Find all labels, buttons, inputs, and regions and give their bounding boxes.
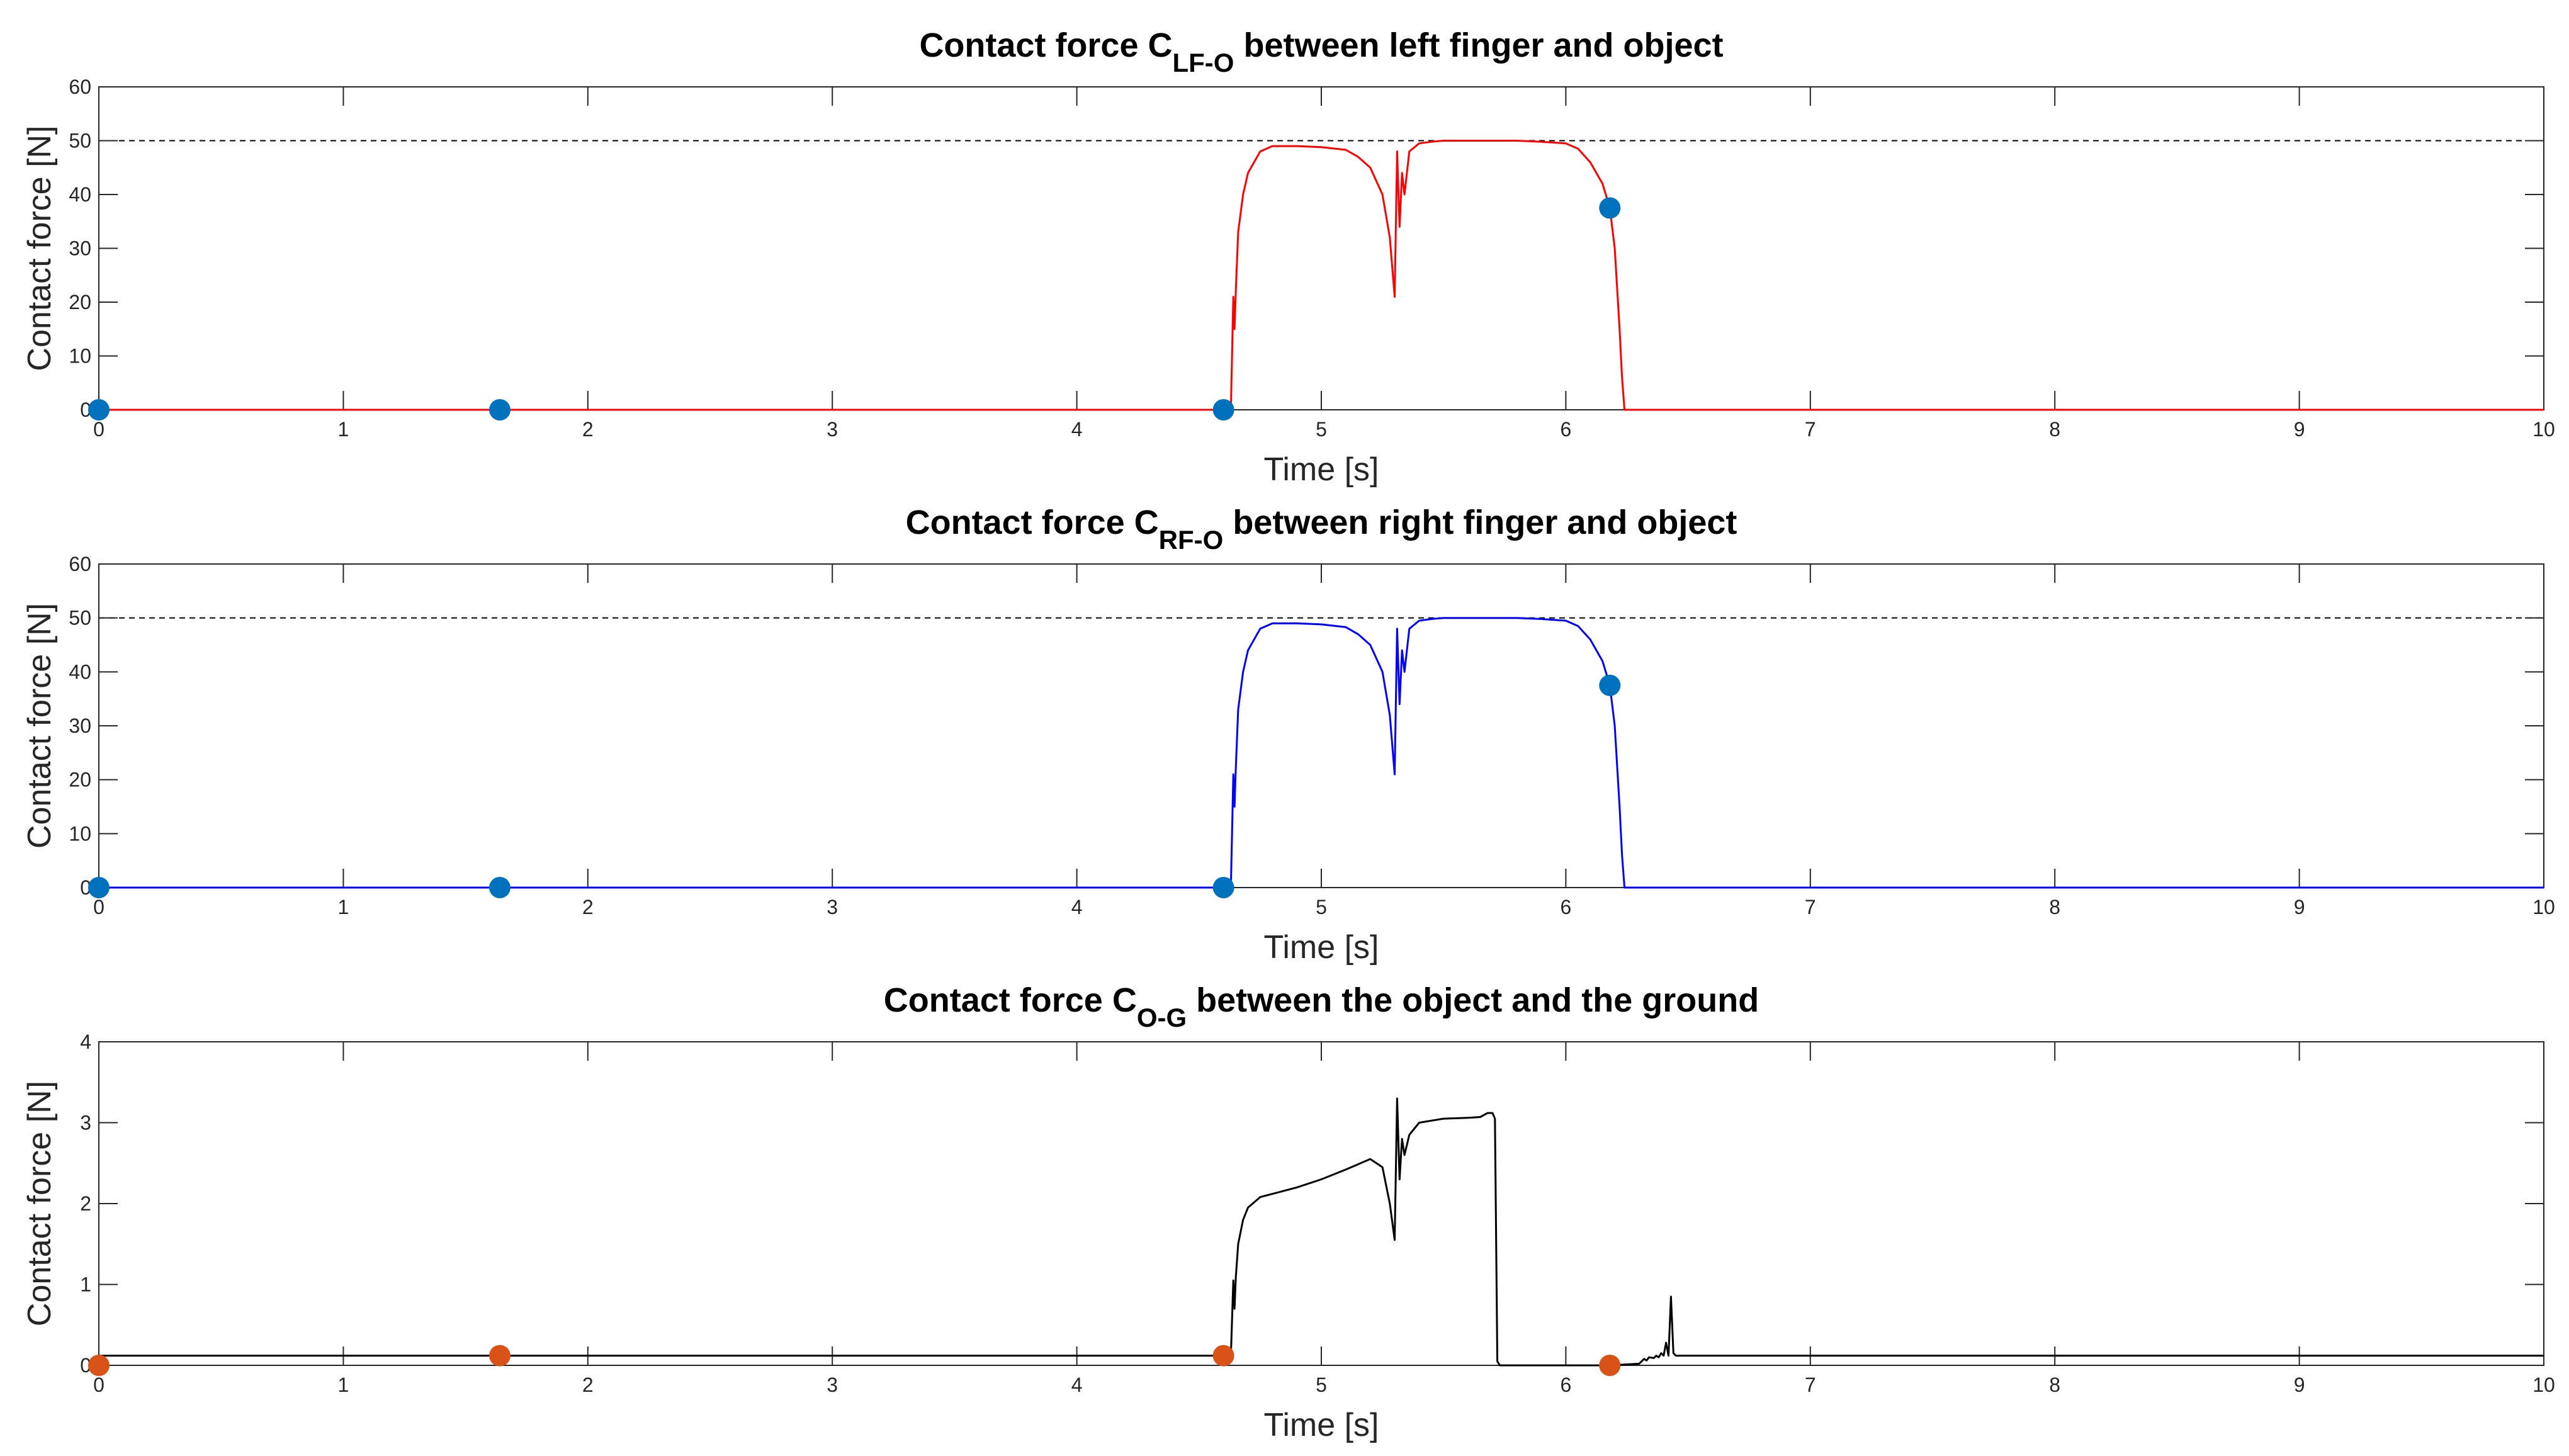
- event-marker: [1599, 1355, 1621, 1376]
- x-tick-label: 8: [2049, 418, 2060, 441]
- event-marker: [88, 877, 110, 898]
- x-tick-label: 10: [2532, 1374, 2555, 1396]
- axes-box: [98, 1041, 2544, 1366]
- x-tick-label: 2: [582, 418, 594, 441]
- event-marker: [488, 1345, 511, 1367]
- x-tick-label: 8: [2049, 896, 2060, 918]
- x-tick-label: 9: [2294, 1374, 2305, 1396]
- x-tick-label: 6: [1561, 418, 1572, 441]
- y-tick-label: 0: [80, 1354, 91, 1377]
- x-tick-label: 9: [2294, 418, 2305, 441]
- x-tick-label: 5: [1316, 1374, 1327, 1396]
- y-tick-label: 10: [69, 822, 91, 845]
- series-line-object-ground: [99, 1097, 2544, 1367]
- y-tick-label: 40: [69, 660, 91, 683]
- y-tick-label: 10: [69, 345, 91, 368]
- y-tick-label: 40: [69, 183, 91, 206]
- y-tick-label: 0: [80, 876, 91, 899]
- x-axis-label: Time [s]: [1264, 451, 1379, 488]
- event-marker: [488, 399, 511, 420]
- y-tick-label: 1: [80, 1273, 91, 1296]
- x-axis-label: Time [s]: [1264, 929, 1379, 966]
- x-tick-label: 2: [582, 1374, 594, 1396]
- event-marker: [1212, 399, 1234, 420]
- chart-title-subscript: O-G: [1137, 1003, 1187, 1032]
- x-axis-label: Time [s]: [1264, 1407, 1379, 1443]
- chart-title-suffix: between the object and the ground: [1187, 981, 1759, 1019]
- chart-title: Contact force CLF-O between left finger …: [919, 26, 1723, 77]
- y-tick-label: 0: [80, 398, 91, 421]
- chart-title-subscript: LF-O: [1172, 48, 1234, 77]
- chart-title: Contact force CRF-O between right finger…: [906, 504, 1737, 555]
- chart-title: Contact force CO-G between the object an…: [884, 981, 1759, 1032]
- x-tick-label: 6: [1561, 1374, 1572, 1396]
- chart-panel-3: Contact force CO-G between the object an…: [21, 981, 2555, 1443]
- chart-title-main: Contact force C: [919, 26, 1172, 64]
- y-tick-label: 2: [80, 1192, 91, 1215]
- chart-title-main: Contact force C: [884, 981, 1137, 1019]
- event-marker: [88, 1355, 110, 1376]
- x-tick-label: 3: [827, 896, 838, 918]
- x-tick-label: 1: [338, 1374, 349, 1396]
- y-tick-label: 3: [80, 1112, 91, 1134]
- y-axis-label: Contact force [N]: [21, 125, 58, 371]
- series-line-left-finger: [99, 140, 2544, 411]
- y-tick-label: 60: [69, 553, 91, 575]
- chart-panel-2: Contact force CRF-O between right finger…: [21, 504, 2555, 966]
- x-tick-label: 2: [582, 896, 594, 918]
- chart-panel-1: Contact force CLF-O between left finger …: [21, 26, 2555, 488]
- event-marker: [1599, 674, 1621, 696]
- x-tick-label: 4: [1071, 896, 1083, 918]
- y-tick-label: 50: [69, 607, 91, 629]
- y-tick-label: 4: [80, 1030, 91, 1053]
- chart-title-suffix: between left finger and object: [1234, 26, 1723, 64]
- x-tick-label: 7: [1805, 1374, 1816, 1396]
- x-tick-label: 5: [1316, 896, 1327, 918]
- x-tick-label: 9: [2294, 896, 2305, 918]
- x-tick-label: 3: [827, 1374, 838, 1396]
- chart-title-subscript: RF-O: [1159, 525, 1224, 555]
- y-tick-label: 50: [69, 130, 91, 152]
- x-tick-label: 7: [1805, 896, 1816, 918]
- chart-title-suffix: between right finger and object: [1223, 504, 1737, 541]
- x-tick-label: 10: [2532, 418, 2555, 441]
- x-tick-label: 7: [1805, 418, 1816, 441]
- x-tick-label: 0: [93, 418, 104, 441]
- x-tick-label: 0: [93, 896, 104, 918]
- x-tick-label: 0: [93, 1374, 104, 1396]
- x-tick-label: 3: [827, 418, 838, 441]
- axes-box: [98, 563, 2544, 888]
- event-marker: [1599, 197, 1621, 219]
- y-axis-label: Contact force [N]: [21, 603, 58, 849]
- x-tick-label: 10: [2532, 896, 2555, 918]
- x-tick-label: 4: [1071, 418, 1083, 441]
- x-tick-label: 1: [338, 418, 349, 441]
- event-marker: [1212, 877, 1234, 898]
- x-tick-label: 6: [1561, 896, 1572, 918]
- y-tick-label: 60: [69, 76, 91, 98]
- x-tick-label: 4: [1071, 1374, 1083, 1396]
- x-tick-label: 8: [2049, 1374, 2060, 1396]
- event-marker: [88, 399, 110, 420]
- event-marker: [1212, 1345, 1234, 1367]
- series-line-right-finger: [99, 617, 2544, 889]
- y-tick-label: 20: [69, 769, 91, 791]
- chart-title-main: Contact force C: [906, 504, 1159, 541]
- x-tick-label: 1: [338, 896, 349, 918]
- axes-box: [98, 86, 2544, 410]
- y-tick-label: 30: [69, 237, 91, 260]
- y-axis-label: Contact force [N]: [21, 1081, 58, 1326]
- x-tick-label: 5: [1316, 418, 1327, 441]
- event-marker: [488, 877, 511, 898]
- y-tick-label: 20: [69, 291, 91, 313]
- y-tick-label: 30: [69, 714, 91, 737]
